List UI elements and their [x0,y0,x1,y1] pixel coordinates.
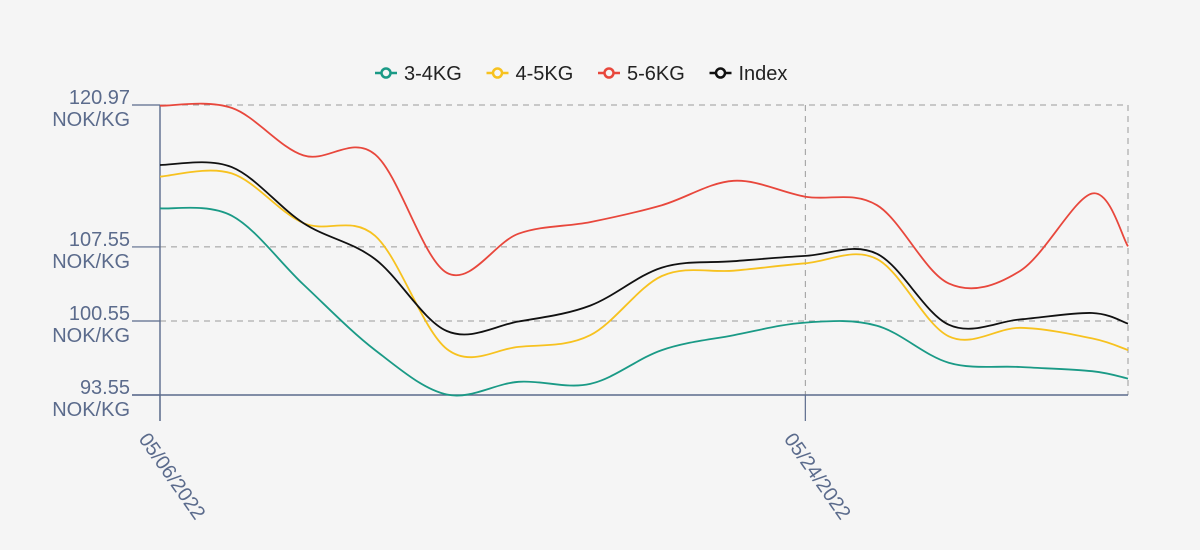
y-tick-label: 93.55 [80,377,130,399]
y-tick-unit: NOK/KG [52,399,130,421]
y-tick-unit: NOK/KG [52,109,130,131]
y-tick-label: 107.55 [69,229,130,251]
legend[interactable]: 3-4KG 4-5KG 5-6KG Index [375,63,787,85]
legend-label: 4-5KG [516,63,574,85]
x-tick-label: 05/24/2022 [779,429,854,524]
y-tick-unit: NOK/KG [52,251,130,273]
series-line-5-6kg [159,102,1129,290]
legend-marker [380,67,392,79]
series-line-4-5kg [159,169,1129,359]
legend-item-5-6kg[interactable]: 5-6KG [598,63,685,85]
y-tick-unit: NOK/KG [52,325,130,347]
series-line-index [159,161,1129,336]
legend-marker [491,67,504,79]
legend-item-4-5kg[interactable]: 4-5KG [486,63,574,85]
y-tick-label: 120.97 [69,87,130,109]
x-tick-label: 05/06/2022 [134,429,209,524]
legend-label: Index [739,63,788,85]
legend-marker [603,67,615,79]
series-lines [159,102,1129,397]
legend-marker [714,67,727,79]
y-tick-label: 100.55 [69,303,130,325]
series-line-3-4kg [159,206,1129,397]
legend-item-3-4kg[interactable]: 3-4KG [375,63,462,85]
legend-label: 5-6KG [627,63,685,85]
legend-item-index[interactable]: Index [709,63,788,85]
grid-lines [160,104,1129,395]
legend-label: 3-4KG [404,63,462,85]
